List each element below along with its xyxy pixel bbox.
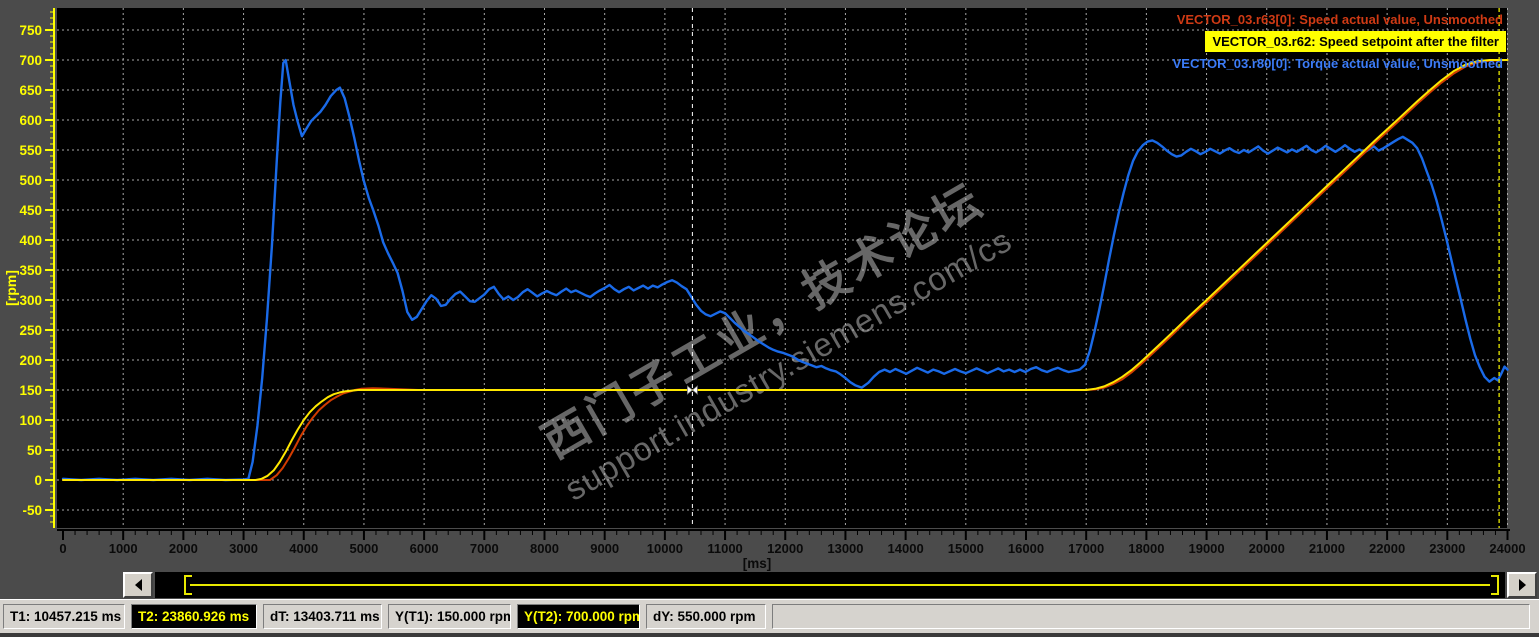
scrollbar-track[interactable] (155, 572, 1505, 598)
x-tick-label: 15000 (948, 541, 984, 556)
x-tick-label: 24000 (1489, 541, 1525, 556)
y-tick-label: 450 (19, 203, 42, 218)
left-arrow-icon (134, 579, 142, 591)
y-tick-label: -50 (22, 503, 42, 518)
status-panel-6 (772, 604, 1530, 629)
status-panel-2: dT: 13403.711 ms (263, 604, 382, 629)
x-tick-label: 10000 (647, 541, 683, 556)
y-tick-label: 350 (19, 263, 42, 278)
trace-torque-actual[interactable] (61, 58, 1509, 482)
status-panel-4: Y(T2): 700.000 rpm (517, 604, 640, 629)
x-tick-label: 8000 (530, 541, 559, 556)
y-axis-ruler: -50 0 50 100 150 200 250 300 350 400 450 500 550 600 6… (3, 8, 55, 528)
trace-chart[interactable]: 西门子工业，技术论坛support.industry.siemens.com/c… (0, 0, 1539, 571)
y-tick-label: 700 (19, 53, 42, 68)
y-tick-label: 600 (19, 113, 42, 128)
y-tick-label: 400 (19, 233, 42, 248)
y-tick-label: 250 (19, 323, 42, 338)
x-tick-label: 11000 (707, 541, 742, 556)
status-panel-5: dY: 550.000 rpm (646, 604, 766, 629)
status-panel-1: T2: 23860.926 ms (131, 604, 257, 629)
x-tick-label: 4000 (289, 541, 318, 556)
x-tick-label: 13000 (827, 541, 863, 556)
x-tick-label: 6000 (410, 541, 439, 556)
x-tick-label: 12000 (767, 541, 803, 556)
x-tick-label: 3000 (229, 541, 258, 556)
x-axis-ruler: 0 1000 2000 3000 4000 5000 6000 7000 8000 9000 100… (57, 529, 1526, 571)
legend-item-2[interactable]: VECTOR_03.r80[0]: Torque actual value, U… (1172, 56, 1503, 71)
x-tick-label: 2000 (169, 541, 198, 556)
status-panel-0: T1: 10457.215 ms (3, 604, 125, 629)
x-tick-label: 18000 (1128, 541, 1164, 556)
scroll-right-button[interactable] (1507, 572, 1537, 598)
trace-legend: VECTOR_03.r63[0]: Speed actual value, Un… (1170, 11, 1506, 72)
y-tick-label: 300 (19, 293, 42, 308)
y-axis-unit-label: [rpm] (3, 270, 19, 306)
y-tick-label: 200 (19, 353, 42, 368)
x-tick-label: 19000 (1188, 541, 1224, 556)
y-tick-label: 50 (27, 443, 42, 458)
x-tick-label: 1000 (109, 541, 138, 556)
window-bottom-edge (0, 633, 1539, 637)
x-tick-label: 17000 (1068, 541, 1104, 556)
x-tick-label: 7000 (470, 541, 499, 556)
cursor-t1-marker[interactable] (686, 385, 698, 395)
zoom-window-left-bracket[interactable] (184, 575, 192, 595)
y-tick-label: 150 (19, 383, 42, 398)
scroll-left-button[interactable] (123, 572, 153, 598)
y-tick-label: 0 (34, 473, 42, 488)
x-tick-label: 16000 (1008, 541, 1044, 556)
x-tick-label: 14000 (888, 541, 924, 556)
y-tick-label: 100 (19, 413, 42, 428)
x-tick-label: 20000 (1249, 541, 1285, 556)
x-tick-label: 22000 (1369, 541, 1405, 556)
x-tick-label: 23000 (1429, 541, 1465, 556)
x-tick-label: 0 (59, 541, 66, 556)
measurement-status-bar: T1: 10457.215 ms T2: 23860.926 ms dT: 1340… (0, 599, 1539, 637)
zoom-window-range-line[interactable] (190, 584, 1490, 586)
legend-item-1[interactable]: VECTOR_03.r62: Speed setpoint after the … (1205, 31, 1506, 52)
x-axis-unit-label: [ms] (743, 556, 772, 571)
trace-speed-setpoint[interactable] (62, 59, 1509, 481)
x-tick-label: 9000 (590, 541, 619, 556)
right-arrow-icon (1518, 579, 1526, 591)
y-tick-label: 650 (19, 83, 42, 98)
status-panel-3: Y(T1): 150.000 rpm (388, 604, 511, 629)
zoom-window-right-bracket[interactable] (1491, 575, 1499, 595)
y-tick-label: 750 (19, 23, 42, 38)
grid-lines (57, 8, 1508, 528)
x-tick-label: 21000 (1309, 541, 1345, 556)
legend-item-0[interactable]: VECTOR_03.r63[0]: Speed actual value, Un… (1176, 12, 1503, 27)
y-tick-label: 500 (19, 173, 42, 188)
time-scrollbar (0, 571, 1539, 598)
y-tick-label: 550 (19, 143, 42, 158)
x-tick-label: 5000 (349, 541, 378, 556)
